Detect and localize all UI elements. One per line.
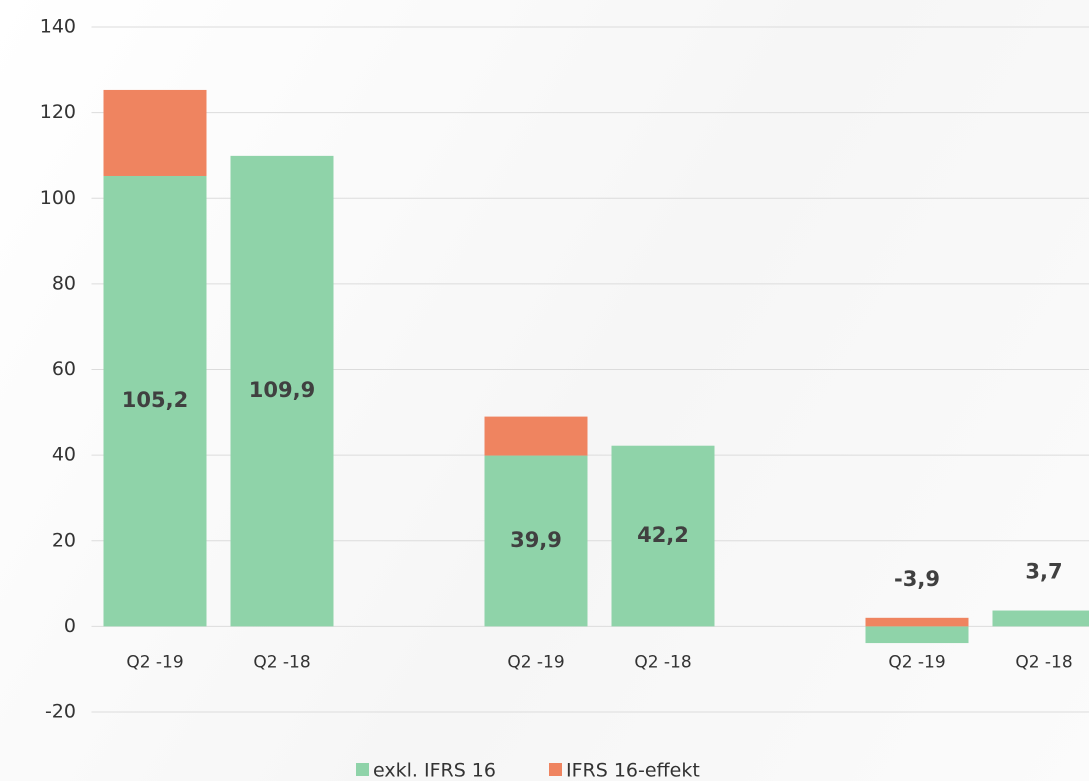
y-tick-label: 80 <box>52 272 76 294</box>
x-tick-label: Q2 -18 <box>634 652 691 672</box>
data-label: 39,9 <box>510 528 562 552</box>
legend-label: exkl. IFRS 16 <box>373 760 496 781</box>
legend-label: IFRS 16-effekt <box>566 760 700 781</box>
y-tick-label: 0 <box>64 615 76 637</box>
bar-segment <box>103 175 207 627</box>
data-label: 42,2 <box>637 523 689 547</box>
y-tick-label: 140 <box>40 16 76 38</box>
y-tick-label: 20 <box>52 529 76 551</box>
bar-segment <box>992 610 1089 627</box>
x-tick-label: Q2 -18 <box>253 652 310 672</box>
y-tick-label: 60 <box>52 358 76 380</box>
bar-segment <box>611 445 715 627</box>
data-label: 105,2 <box>122 388 188 412</box>
bar-segment <box>484 455 588 627</box>
legend-swatch <box>356 763 369 776</box>
y-tick-label: 40 <box>52 444 76 466</box>
data-label: 109,9 <box>249 378 315 402</box>
bar-segment <box>484 416 588 456</box>
bar-segment <box>865 617 969 627</box>
data-label: -3,9 <box>894 567 940 591</box>
x-tick-label: Q2 -19 <box>888 652 945 672</box>
y-tick-label: -20 <box>45 701 76 723</box>
y-tick-label: 120 <box>40 101 76 123</box>
bar-segment <box>103 89 207 176</box>
bar-segment <box>230 155 334 627</box>
y-tick-label: 100 <box>40 187 76 209</box>
x-tick-label: Q2 -19 <box>507 652 564 672</box>
data-label: 3,7 <box>1025 560 1062 584</box>
bar-segment <box>865 626 969 644</box>
x-tick-label: Q2 -18 <box>1015 652 1072 672</box>
legend-swatch <box>549 763 562 776</box>
x-tick-label: Q2 -19 <box>126 652 183 672</box>
